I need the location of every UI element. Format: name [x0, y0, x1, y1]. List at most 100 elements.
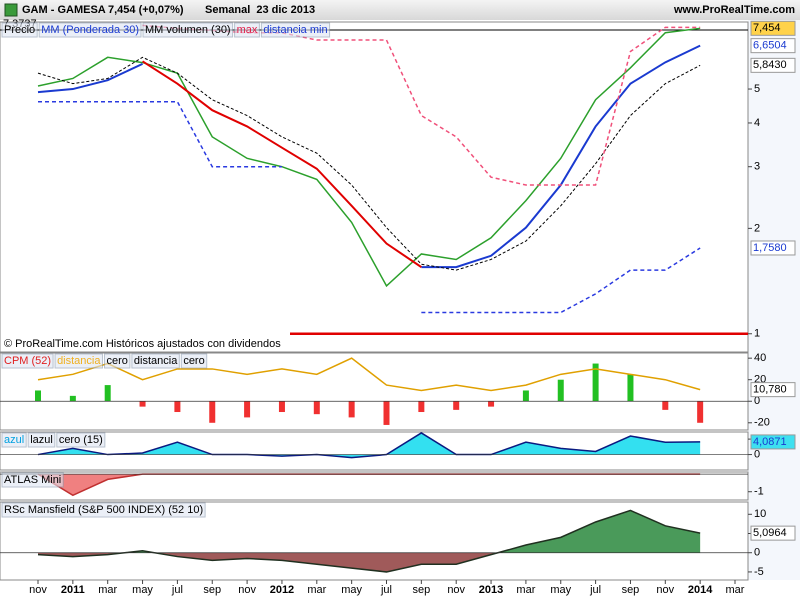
bar [383, 401, 390, 425]
x-tick-label: 2011 [61, 584, 85, 596]
legend-label: max [237, 24, 258, 36]
y-tick-label: 5 [754, 83, 760, 95]
y-tick-label: 3 [754, 161, 760, 173]
series-line [142, 60, 422, 268]
area-neg [38, 474, 701, 496]
value-marker [750, 434, 796, 450]
x-tick-label: nov [656, 584, 674, 596]
bar [35, 390, 41, 402]
y-tick-label: 10 [754, 508, 766, 520]
y-tick-label: 40 [754, 352, 766, 364]
value-marker-label: 6,6504 [753, 40, 787, 52]
legend-box [54, 353, 103, 369]
header-quote: 7,454 (+0,07%) [108, 4, 184, 16]
bar [348, 401, 355, 418]
y-tick-label: 4 [754, 117, 760, 129]
legend-box [1, 472, 64, 488]
bar [592, 363, 599, 402]
value-marker-label: 10,780 [753, 384, 787, 396]
legend-label: cero (15) [59, 434, 103, 446]
value-marker-label: 7,454 [753, 22, 781, 34]
value-marker [750, 525, 796, 541]
x-tick-label: jul [380, 584, 392, 596]
bar [627, 374, 634, 402]
bar [418, 401, 425, 413]
bar [697, 401, 704, 423]
header-period: Semanal 23 dic 2013 [205, 4, 315, 16]
legend-box [142, 22, 234, 38]
legend-box [38, 22, 142, 38]
legend-label: lazul [30, 434, 53, 446]
y-tick-label: 1 [754, 328, 760, 340]
x-tick-label: jul [589, 584, 601, 596]
legend-box [234, 22, 260, 38]
value-marker [750, 57, 796, 73]
bar [313, 401, 320, 415]
header-site: www.ProRealTime.com [673, 4, 795, 16]
value-marker-label: 4,0871 [753, 436, 787, 448]
area-pos [38, 432, 701, 455]
header-bar [0, 0, 800, 20]
legend-label: RSc Mansfield (S&P 500 INDEX) (52 10) [4, 504, 203, 516]
y-tick-label: -20 [754, 417, 770, 429]
area-pos [125, 510, 701, 553]
bar [104, 385, 111, 402]
x-tick-label: may [341, 584, 362, 596]
legend-box [180, 353, 208, 369]
x-tick-label: mar [98, 584, 117, 596]
series-line [37, 62, 143, 94]
area-neg [38, 454, 701, 458]
legend-box [1, 432, 27, 448]
bar [522, 390, 529, 402]
value-marker-label: 5,0964 [753, 527, 787, 539]
x-tick-label: mar [516, 584, 535, 596]
x-tick-label: sep [412, 584, 430, 596]
value-marker-label: 1,7580 [753, 242, 787, 254]
series-line [37, 432, 701, 459]
x-tick-label: nov [447, 584, 465, 596]
bar [453, 401, 460, 410]
series-line [37, 357, 701, 392]
bar [278, 401, 285, 413]
y-tick-label: 0 [754, 395, 760, 407]
value-marker [750, 382, 796, 398]
legend-label: CPM (52) [4, 355, 51, 367]
x-tick-label: mar [726, 584, 745, 596]
y-tick-label: 0 [754, 448, 760, 460]
bar [488, 401, 495, 407]
legend-box [27, 432, 56, 448]
bar [209, 401, 216, 423]
legend-label: azul [4, 434, 24, 446]
legend-label: MM (Ponderada 30) [41, 24, 139, 36]
legend-box [1, 22, 38, 38]
x-tick-label: sep [622, 584, 640, 596]
series-line [37, 509, 701, 573]
x-tick-label: mar [307, 584, 326, 596]
x-tick-label: sep [203, 584, 221, 596]
series-line [38, 100, 282, 168]
legend-label: distancia [57, 355, 101, 367]
bar [69, 395, 76, 402]
x-tick-label: nov [29, 584, 47, 596]
value-marker [750, 38, 796, 54]
y-tick-label: 2 [754, 222, 760, 234]
panel-frame [0, 21, 749, 353]
y-tick-label: 0 [754, 547, 760, 559]
bar [174, 401, 181, 413]
legend-box [260, 22, 331, 38]
x-tick-label: jul [171, 584, 183, 596]
chart-note: © ProRealTime.com Históricos ajustados c… [4, 338, 281, 350]
x-tick-label: 2014 [688, 584, 713, 596]
legend-box [103, 353, 131, 369]
legend-label: cero [106, 355, 127, 367]
legend-label: Precio [4, 24, 35, 36]
app-icon [4, 3, 18, 17]
legend-label: MM volumen (30) [145, 24, 231, 36]
legend-label: cero [183, 355, 204, 367]
bar [557, 379, 564, 402]
y-tick-label: -5 [754, 566, 764, 578]
legend-box [1, 502, 206, 518]
value-marker [750, 240, 796, 256]
x-tick-label: 2012 [270, 584, 294, 596]
